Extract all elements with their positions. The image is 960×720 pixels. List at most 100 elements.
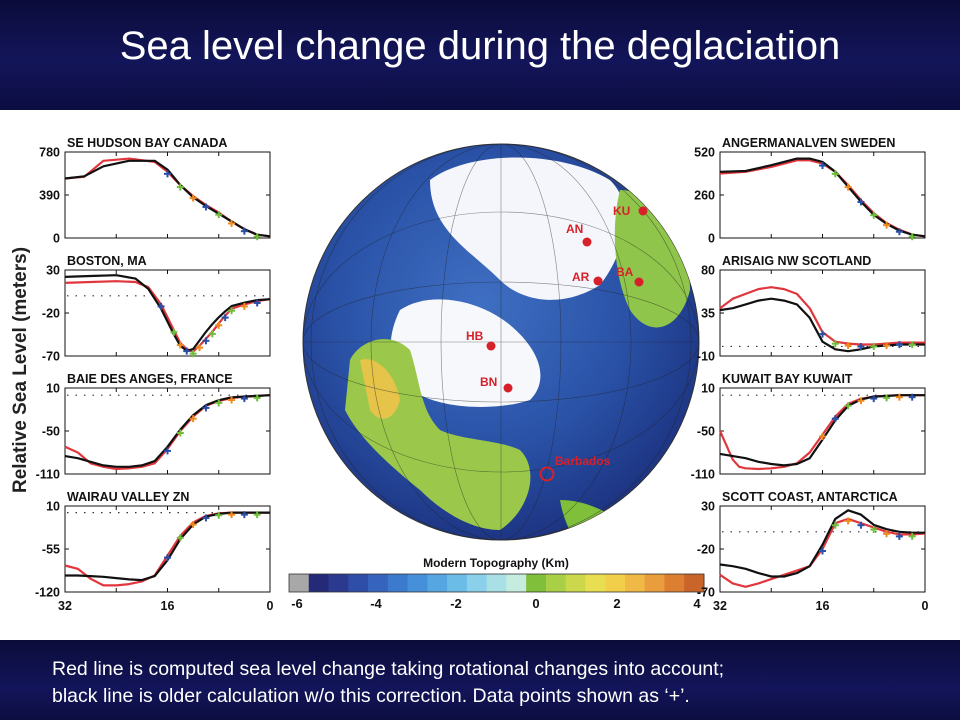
y-tick-label: -70 — [697, 586, 715, 600]
site-marker-ar: AR — [572, 270, 603, 286]
older-calculation-line — [719, 157, 926, 238]
sea-level-panel: BAIE DES ANGES, FRANCE 10 -50 -110 — [36, 372, 271, 482]
data-point-marker — [189, 415, 197, 423]
data-point-marker — [202, 203, 210, 211]
sea-level-panel: BOSTON, MA 30 -20 -70 — [42, 254, 271, 364]
data-point-marker — [844, 402, 852, 410]
x-tick-label: 16 — [161, 599, 175, 613]
data-point-marker — [189, 350, 197, 358]
figure-panel: Relative Sea Level (meters) — [0, 110, 960, 640]
panel-title: ANGERMANALVEN SWEDEN — [722, 136, 895, 150]
colorbar-swatch — [427, 574, 448, 592]
panel-title: KUWAIT BAY KUWAIT — [722, 372, 853, 386]
colorbar-swatch — [605, 574, 626, 592]
site-marker-hb: HB — [466, 329, 496, 351]
data-point-marker — [870, 395, 878, 403]
data-point-marker — [857, 521, 865, 529]
panel-title: SCOTT COAST, ANTARCTICA — [722, 490, 898, 504]
colorbar-swatch — [368, 574, 389, 592]
colorbar-swatch — [387, 574, 409, 592]
y-tick-label: 0 — [53, 232, 60, 246]
y-tick-label: -55 — [42, 543, 60, 557]
data-point-marker — [253, 299, 261, 307]
data-point-marker — [215, 211, 223, 219]
y-tick-label: -120 — [35, 586, 60, 600]
data-point-marker — [883, 342, 891, 350]
data-point-marker — [176, 534, 184, 542]
site-label: BN — [480, 375, 497, 389]
y-tick-label: 35 — [701, 307, 715, 321]
y-tick-label: 0 — [708, 232, 715, 246]
data-point-marker — [240, 302, 248, 310]
y-tick-label: 10 — [46, 500, 60, 514]
y-tick-label: 30 — [46, 264, 60, 278]
colorbar-tick-label: -4 — [370, 596, 382, 611]
data-point-marker — [844, 342, 852, 350]
site-marker-ku: KU — [613, 204, 648, 218]
data-point-marker — [202, 337, 210, 345]
colorbar: Modern Topography (Km) -6 -4 -2 0 2 4 — [288, 556, 705, 611]
panel-title: WAIRAU VALLEY ZN — [67, 490, 189, 504]
colorbar-tick-label: 0 — [532, 596, 539, 611]
y-tick-label: -50 — [42, 425, 60, 439]
panel-title: BAIE DES ANGES, FRANCE — [67, 372, 233, 386]
data-point-marker — [240, 511, 248, 519]
data-point-marker — [228, 307, 236, 315]
sea-level-panel: ARISAIG NW SCOTLAND 80 35 -10 — [697, 254, 926, 364]
y-tick-label: 780 — [39, 146, 60, 160]
y-tick-label: -20 — [697, 543, 715, 557]
caption: Red line is computed sea level change ta… — [52, 656, 932, 710]
data-point-marker — [215, 511, 223, 519]
data-point-marker — [157, 302, 165, 310]
y-tick-label: -10 — [697, 350, 715, 364]
data-point-marker — [908, 532, 916, 540]
colorbar-swatch — [565, 574, 586, 592]
data-point-marker — [857, 343, 865, 351]
data-point-marker — [228, 219, 236, 227]
colorbar-swatch — [644, 574, 665, 592]
colorbar-swatch — [664, 574, 685, 592]
figure-svg: Relative Sea Level (meters) — [10, 136, 929, 613]
data-point-marker — [883, 221, 891, 229]
data-point-marker — [196, 344, 204, 352]
data-point-marker — [883, 394, 891, 402]
colorbar-swatch — [447, 574, 468, 592]
colorbar-swatch — [506, 574, 527, 592]
older-calculation-line — [719, 297, 925, 353]
data-point-marker — [883, 530, 891, 538]
data-point-marker — [908, 393, 916, 401]
globe-map: KU AN AR BA HB BN Barbados — [302, 143, 700, 541]
x-tick-label: 32 — [713, 599, 727, 613]
data-point-marker — [870, 526, 878, 533]
data-point-marker — [908, 341, 916, 349]
data-point-marker — [202, 514, 210, 522]
data-point-marker — [857, 397, 865, 405]
site-label: HB — [466, 329, 484, 343]
data-point-marker — [215, 399, 223, 407]
data-point-marker — [228, 396, 236, 404]
data-point-marker — [895, 341, 903, 349]
panel-frame — [719, 387, 926, 475]
older-calculation-line — [64, 394, 271, 468]
colorbar-swatch — [526, 574, 547, 592]
colorbar-tick-label: -6 — [291, 596, 303, 611]
colorbar-swatch — [545, 574, 567, 592]
x-tick-label: 0 — [922, 599, 929, 613]
data-point-marker — [870, 211, 878, 219]
data-point-marker — [819, 547, 826, 555]
site-marker-bn: BN — [480, 375, 513, 393]
site-label: Barbados — [555, 454, 611, 468]
data-point-marker — [831, 170, 839, 178]
y-tick-label: -20 — [42, 307, 60, 321]
data-point-marker — [895, 532, 903, 540]
older-calculation-line — [64, 274, 271, 352]
site-label: BA — [616, 265, 634, 279]
colorbar-swatch — [308, 574, 330, 592]
panel-title: BOSTON, MA — [67, 254, 147, 268]
y-tick-label: 30 — [701, 500, 715, 514]
x-tick-label: 16 — [816, 599, 830, 613]
data-point-marker — [831, 415, 839, 423]
colorbar-swatch — [486, 574, 507, 592]
data-point-marker — [819, 433, 826, 441]
